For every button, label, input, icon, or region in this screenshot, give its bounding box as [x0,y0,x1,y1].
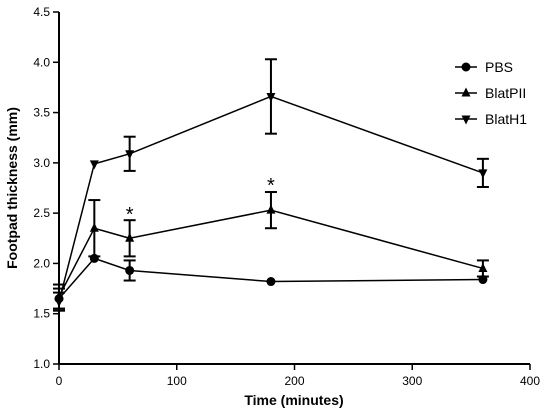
data-point-blatpii [89,222,99,232]
data-point-blath1 [54,298,64,308]
significance-asterisk: * [126,204,134,226]
y-tick-label: 3.5 [33,106,50,120]
x-axis-title: Time (minutes) [244,392,343,408]
data-point-blatpii [478,262,488,272]
legend-label: BlatH1 [485,111,527,127]
y-tick-label: 4.5 [33,5,50,19]
data-point-blatpii [125,232,135,242]
y-tick-label: 2.0 [33,256,50,270]
legend-marker-blath1 [461,115,471,125]
legend-item-blatpii: BlatPII [455,85,526,101]
legend-marker-blatpii [461,87,471,97]
legend: PBS BlatPII BlatH1 [455,59,527,127]
data-point-blath1 [478,169,488,179]
series-pbs [53,253,488,310]
annotations: ** [126,175,275,226]
ticks: 1.0 1.5 2.0 2.5 3.0 3.5 4.0 4.5 0 100 200 300 400 [33,5,540,388]
significance-asterisk: * [267,175,275,197]
x-tick-label: 400 [520,374,540,388]
axes [58,12,530,365]
legend-item-blath1: BlatH1 [455,111,527,127]
x-tick-label: 0 [56,374,63,388]
series-blath1 [53,58,489,312]
series [53,58,489,312]
x-tick-label: 100 [167,374,187,388]
legend-label: PBS [485,59,513,75]
legend-label: BlatPII [485,85,526,101]
legend-marker-pbs [461,62,471,72]
data-point-pbs [125,265,135,275]
series-blatpii [53,191,489,310]
y-tick-label: 1.0 [33,357,50,371]
y-tick-label: 1.5 [33,307,50,321]
data-point-pbs [266,277,276,287]
y-axis-title: Footpad thickness (mm) [4,107,20,269]
data-point-blath1 [89,160,99,170]
y-tick-label: 3.0 [33,156,50,170]
data-point-blath1 [125,150,135,160]
legend-item-pbs: PBS [455,59,513,75]
y-tick-label: 2.5 [33,206,50,220]
x-tick-label: 300 [402,374,422,388]
x-tick-label: 200 [284,374,304,388]
data-point-blatpii [266,204,276,214]
data-point-blath1 [266,92,276,102]
y-tick-label: 4.0 [33,55,50,69]
